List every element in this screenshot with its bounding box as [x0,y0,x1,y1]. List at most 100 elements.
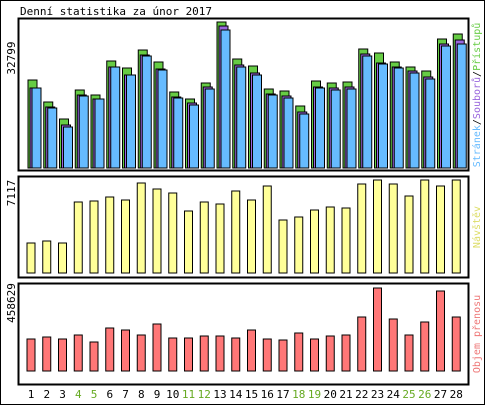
visits-bar-day-14 [231,190,241,274]
x-label-day-3: 3 [59,388,66,401]
visits-bar-day-28 [451,179,461,274]
x-label-day-8: 8 [138,388,145,401]
traffic-bar-day-25 [404,334,414,372]
bar-str-nek-day-25 [409,72,420,169]
traffic-bar-day-12 [199,335,209,372]
visits-bar-day-25 [404,195,414,274]
visits-bar-day-13 [215,203,225,274]
bar-str-nek-day-13 [220,29,231,169]
bar-str-nek-day-22 [362,55,373,169]
x-label-day-28: 28 [450,388,463,401]
bar-str-nek-day-16 [267,94,278,169]
bar-str-nek-day-11 [189,104,199,169]
traffic-bar-day-6 [105,327,115,372]
bar-str-nek-day-6 [110,66,121,169]
traffic-bar-day-15 [247,329,256,372]
x-label-day-20: 20 [324,388,337,401]
bar-str-nek-day-18 [299,113,310,169]
traffic-bar-day-2 [42,336,52,372]
legend-hits: Přístupů [471,23,483,71]
x-label-day-26: 26 [418,388,431,401]
visits-bar-day-5 [89,200,99,274]
traffic-bar-day-23 [373,287,382,372]
traffic-bar-day-18 [294,332,304,372]
x-label-day-17: 17 [276,388,289,401]
visits-bar-day-6 [105,196,115,274]
visits-bar-day-24 [388,183,398,274]
x-label-day-6: 6 [106,388,113,401]
bar-str-nek-day-1 [31,87,42,169]
x-label-day-27: 27 [434,388,447,401]
traffic-bar-day-26 [420,321,430,372]
traffic-bar-day-19 [310,338,319,372]
visits-bar-day-9 [152,188,162,274]
panel-hits-bars [27,21,467,169]
traffic-bar-day-9 [152,323,162,372]
panel-traffic-legend: Objem přenosu [471,295,483,373]
traffic-bar-day-10 [168,337,178,372]
visits-bar-day-17 [278,219,288,274]
bar-str-nek-day-20 [330,89,341,169]
bar-str-nek-day-17 [283,97,294,169]
visits-bar-day-16 [262,185,272,274]
x-label-day-10: 10 [166,388,179,401]
bar-str-nek-day-12 [204,88,215,169]
visits-bar-day-20 [325,206,335,274]
x-label-day-7: 7 [122,388,129,401]
x-label-day-5: 5 [91,388,98,401]
bar-str-nek-day-2 [47,107,58,169]
bar-str-nek-day-3 [63,126,73,169]
panel-visits-frame [17,175,470,279]
panel-traffic-ymax-label: 458629 [5,283,18,323]
panel-traffic-frame [17,282,470,386]
visits-bar-day-18 [294,216,304,274]
visits-bar-day-23 [373,179,382,274]
bar-str-nek-day-26 [425,78,436,169]
panel-visits-legend: Návštěv [471,206,483,248]
visits-bar-day-1 [26,242,36,274]
visits-bar-day-22 [357,183,367,274]
x-label-day-23: 23 [371,388,384,401]
visits-bar-day-12 [199,201,209,274]
bar-str-nek-day-4 [78,95,89,169]
x-label-day-2: 2 [43,388,50,401]
traffic-bar-day-24 [388,318,398,372]
x-label-day-19: 19 [308,388,321,401]
panel-hits-frame [17,17,470,172]
panel-visits-ymax-label: 7117 [5,180,18,207]
bar-str-nek-day-21 [346,88,357,169]
x-label-day-15: 15 [245,388,258,401]
x-label-day-22: 22 [355,388,368,401]
traffic-bar-day-5 [89,341,99,372]
x-label-day-16: 16 [261,388,274,401]
traffic-bar-day-1 [26,338,36,372]
visits-bar-day-7 [121,199,130,274]
visits-bar-day-26 [420,179,430,274]
bar-str-nek-day-14 [236,66,247,169]
panel-visits-bars [26,179,461,274]
traffic-bar-day-8 [136,334,146,372]
traffic-bar-day-14 [231,337,241,372]
chart-title: Denní statistika za únor 2017 [20,5,212,18]
traffic-bar-day-28 [451,316,461,372]
bar-str-nek-day-24 [393,67,404,169]
bar-str-nek-day-8 [141,55,152,169]
legend-pages: Stránek [471,125,483,167]
traffic-bar-day-22 [357,316,367,372]
x-label-day-14: 14 [229,388,243,401]
legend-files: Souborů [471,77,483,119]
bar-str-nek-day-10 [173,97,184,169]
x-label-day-12: 12 [198,388,211,401]
visits-bar-day-11 [184,210,193,274]
traffic-bar-day-4 [73,334,83,372]
traffic-bar-day-13 [215,335,225,372]
visits-bar-day-2 [42,240,52,274]
x-label-day-25: 25 [402,388,415,401]
bar-str-nek-day-7 [126,74,136,169]
bar-str-nek-day-5 [94,98,105,169]
traffic-bar-day-20 [325,335,335,372]
x-axis-day-labels: 1 2 3 4 5 6 7 8 9 10 11 12 13 14 15 16 17 18 19 20 21 22 23 24 2… [28,388,463,401]
x-label-day-11: 11 [182,388,195,401]
